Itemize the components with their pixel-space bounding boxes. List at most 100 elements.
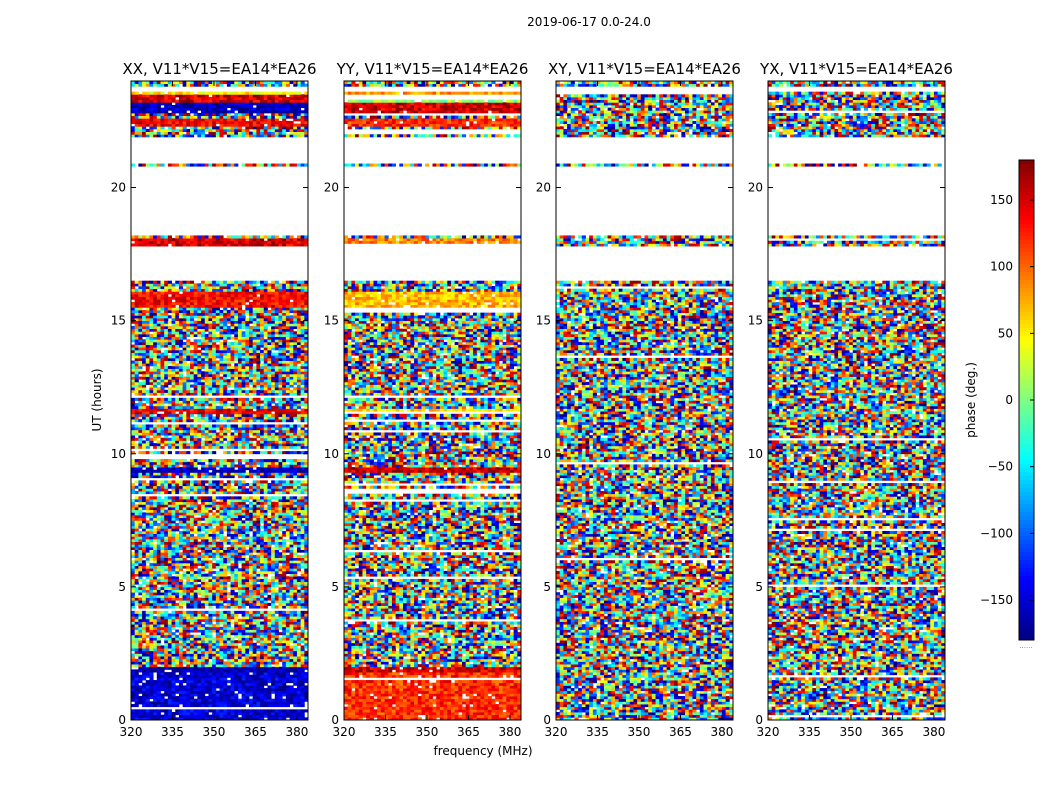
- colorbar-segment: [1019, 608, 1034, 613]
- colorbar-segment: [1019, 356, 1034, 361]
- y-tick-label: 5: [331, 580, 339, 594]
- x-tick-label: 350: [840, 725, 863, 739]
- colorbar-segment: [1019, 604, 1034, 609]
- colorbar-segment: [1019, 428, 1034, 433]
- y-tick-label: 0: [755, 713, 763, 727]
- colorbar-tick-label: −50: [988, 460, 1013, 474]
- x-tick-label: 320: [545, 725, 568, 739]
- colorbar-segment: [1019, 348, 1034, 353]
- colorbar-segment: [1019, 176, 1034, 181]
- y-tick-label: 20: [111, 181, 126, 195]
- colorbar-segment: [1019, 460, 1034, 465]
- colorbar-segment: [1019, 376, 1034, 381]
- colorbar-segment: [1019, 380, 1034, 385]
- x-tick-label: 365: [669, 725, 692, 739]
- x-tick-label: 365: [881, 725, 904, 739]
- panels-group: XX, V11*V15=EA14*EA26 320 335 350 365 380 0 5 10…: [111, 60, 953, 739]
- panel-title-yy: YY, V11*V15=EA14*EA26: [336, 60, 529, 78]
- y-tick-label: 15: [111, 314, 126, 328]
- colorbar-segment: [1019, 316, 1034, 321]
- colorbar-segment: [1019, 336, 1034, 341]
- colorbar-segment: [1019, 340, 1034, 345]
- colorbar-segment: [1019, 392, 1034, 397]
- y-tick-label: 10: [536, 447, 551, 461]
- colorbar-segment: [1019, 444, 1034, 449]
- y-tick-label: 15: [324, 314, 339, 328]
- colorbar-segment: [1019, 368, 1034, 373]
- x-tick-label: 380: [285, 725, 308, 739]
- colorbar-segment: [1019, 328, 1034, 333]
- colorbar-segment: [1019, 468, 1034, 473]
- colorbar-segment: [1019, 560, 1034, 565]
- colorbar-segment: [1019, 320, 1034, 325]
- colorbar-segment: [1019, 600, 1034, 605]
- colorbar-segment: [1019, 492, 1034, 497]
- colorbar-segment: [1019, 472, 1034, 477]
- x-tick-label: 320: [757, 725, 780, 739]
- colorbar-segment: [1019, 504, 1034, 509]
- colorbar-segment: [1019, 432, 1034, 437]
- colorbar-segment: [1019, 436, 1034, 441]
- y-tick-label: 5: [543, 580, 551, 594]
- x-tick-label: 335: [161, 725, 184, 739]
- y-tick-label: 20: [324, 181, 339, 195]
- colorbar-segment: [1019, 180, 1034, 185]
- y-tick-label: 0: [331, 713, 339, 727]
- colorbar-tick-label: 0: [1005, 393, 1013, 407]
- colorbar-segment: [1019, 252, 1034, 257]
- colorbar-segment: [1019, 400, 1034, 405]
- heatmap-cells-yx: [768, 81, 945, 720]
- colorbar-note: ......: [1019, 642, 1032, 650]
- colorbar-segment: [1019, 384, 1034, 389]
- panel-title-yx: YX, V11*V15=EA14*EA26: [759, 60, 953, 78]
- colorbar-segment: [1019, 592, 1034, 597]
- colorbar-segment: [1019, 456, 1034, 461]
- heatmap-cells-yy: [344, 81, 521, 720]
- colorbar-segment: [1019, 620, 1034, 625]
- colorbar-segment: [1019, 424, 1034, 429]
- x-tick-label: 350: [416, 725, 439, 739]
- colorbar-segment: [1019, 288, 1034, 293]
- figure-suptitle: 2019-06-17 0.0-24.0: [527, 15, 651, 29]
- colorbar-segment: [1019, 204, 1034, 209]
- colorbar-segment: [1019, 520, 1034, 525]
- colorbar-segment: [1019, 548, 1034, 553]
- colorbar-segment: [1019, 448, 1034, 453]
- colorbar-segment: [1019, 308, 1034, 313]
- colorbar-segment: [1019, 420, 1034, 425]
- colorbar-segment: [1019, 300, 1034, 305]
- colorbar-tick-label: 100: [990, 260, 1013, 274]
- colorbar-segment: [1019, 572, 1034, 577]
- colorbar-segment: [1019, 172, 1034, 177]
- panel-title-xx: XX, V11*V15=EA14*EA26: [122, 60, 316, 78]
- y-tick-label: 5: [755, 580, 763, 594]
- colorbar-segment: [1019, 272, 1034, 277]
- y-tick-label: 0: [543, 713, 551, 727]
- colorbar-segment: [1019, 256, 1034, 261]
- colorbar-segment: [1019, 616, 1034, 621]
- colorbar-segment: [1019, 488, 1034, 493]
- figure-canvas: 2019-06-17 0.0-24.0 frequency (MHz) UT (…: [0, 0, 1050, 800]
- y-tick-label: 5: [118, 580, 126, 594]
- colorbar-segment: [1019, 160, 1034, 165]
- colorbar-segment: [1019, 324, 1034, 329]
- y-tick-label: 10: [748, 447, 763, 461]
- x-axis-label: frequency (MHz): [433, 744, 532, 758]
- colorbar-segment: [1019, 580, 1034, 585]
- x-tick-label: 380: [710, 725, 733, 739]
- colorbar-segment: [1019, 280, 1034, 285]
- colorbar-segment: [1019, 268, 1034, 273]
- colorbar-segment: [1019, 184, 1034, 189]
- x-tick-label: 365: [244, 725, 267, 739]
- x-tick-label: 380: [922, 725, 945, 739]
- colorbar-segment: [1019, 404, 1034, 409]
- colorbar-segment: [1019, 536, 1034, 541]
- x-tick-label: 335: [374, 725, 397, 739]
- colorbar-segment: [1019, 544, 1034, 549]
- colorbar-segment: [1019, 296, 1034, 301]
- colorbar-tick-label: −100: [980, 526, 1013, 540]
- colorbar-segment: [1019, 292, 1034, 297]
